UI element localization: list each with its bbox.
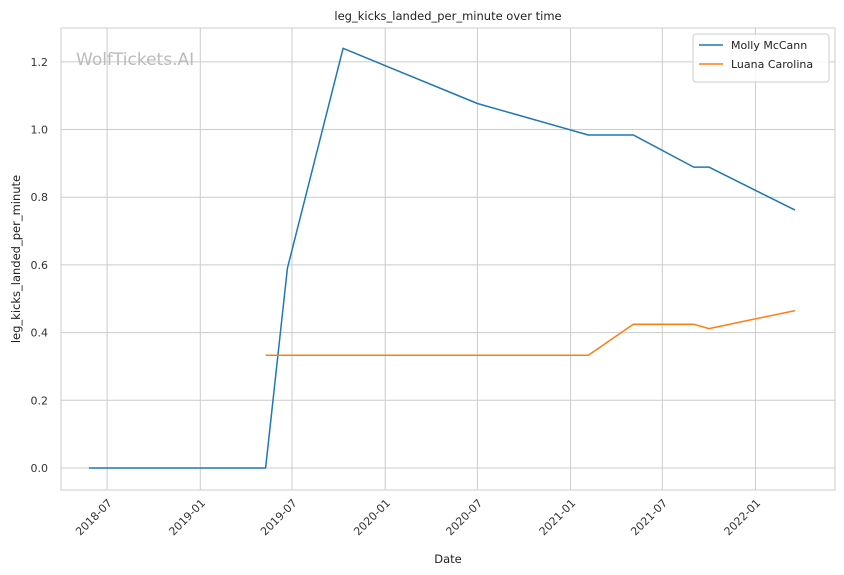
x-tick-label: 2019-01	[166, 497, 208, 539]
x-tick-label: 2020-01	[351, 497, 393, 539]
x-axis-title: Date	[434, 552, 462, 566]
y-tick-label: 0.6	[31, 259, 49, 272]
series-layer	[88, 47, 796, 469]
x-tick-label: 2020-07	[443, 497, 485, 539]
legend-box	[692, 33, 830, 83]
grid-lines	[61, 28, 835, 490]
y-tick-label: 1.0	[31, 124, 49, 137]
watermark-text: WolfTickets.AI	[76, 50, 194, 70]
plot-area	[60, 27, 836, 491]
y-tick-label: 0.8	[31, 191, 49, 204]
x-tick-label: 2022-01	[722, 497, 764, 539]
series-line-2	[265, 309, 796, 357]
chart-title: leg_kicks_landed_per_minute over time	[334, 9, 561, 23]
y-tick-label: 0.0	[31, 462, 49, 475]
x-tick-label: 2021-07	[628, 497, 670, 539]
y-tick-label: 0.4	[31, 327, 49, 340]
x-tick-label: 2019-07	[258, 497, 300, 539]
legend-label: Luana Carolina	[731, 58, 813, 71]
legend-label: Molly McCann	[731, 39, 807, 52]
y-tick-label: 0.2	[31, 394, 49, 407]
x-tick-label: 2021-01	[537, 497, 579, 539]
legend: Molly McCann Luana Carolina	[692, 33, 830, 83]
series-line-1	[88, 47, 796, 469]
y-axis-title: leg_kicks_landed_per_minute	[9, 175, 23, 343]
y-tick-label: 1.2	[31, 56, 49, 69]
x-tick-label: 2018-07	[73, 497, 115, 539]
